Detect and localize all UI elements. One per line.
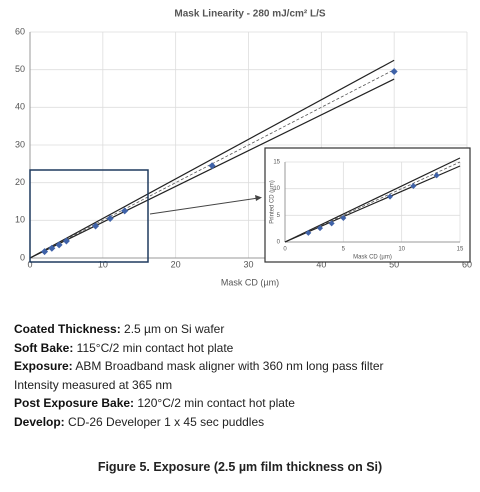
spec-text: 120°C/2 min contact hot plate <box>134 396 295 410</box>
spec-line: Intensity measured at 365 nm <box>14 376 474 395</box>
inset-frame <box>264 147 471 263</box>
x-tick-label: 40 <box>316 259 326 269</box>
reference-line <box>284 165 461 243</box>
y-tick-label: 5 <box>277 213 281 219</box>
data-point <box>317 225 323 232</box>
x-tick-label: 10 <box>98 259 108 269</box>
data-point <box>340 215 347 221</box>
spec-label: Post Exposure Bake: <box>14 396 135 410</box>
reference-line <box>29 59 395 259</box>
data-point <box>48 244 56 252</box>
y-tick-label: 50 <box>15 64 25 74</box>
zoom-box <box>29 169 149 263</box>
y-tick-label: 15 <box>273 160 280 166</box>
data-point <box>208 162 216 170</box>
x-tick-label: 20 <box>171 259 181 269</box>
specs: Coated Thickness: 2.5 µm on Si wafer Soft… <box>14 320 474 431</box>
x-tick-label: 30 <box>243 259 253 269</box>
chart-title: Mask Linearity - 280 mJ/cm² L/S <box>174 9 326 20</box>
y-tick-label: 0 <box>20 252 25 262</box>
x-tick-label: 15 <box>457 247 464 253</box>
y-tick-label: 10 <box>15 215 25 225</box>
spec-text: CD-26 Developer 1 x 45 sec puddles <box>64 414 265 429</box>
zoom-arrow-head <box>255 195 262 201</box>
spec-label: Exposure: <box>14 359 73 373</box>
x-tick-label: 5 <box>342 247 346 253</box>
data-point <box>390 68 398 76</box>
data-point <box>92 222 100 230</box>
x-axis-label: Mask CD (µm) <box>353 255 392 261</box>
spec-line: Post Exposure Bake: 120°C/2 min contact … <box>14 394 474 413</box>
spec-text: 115°C/2 min contact hot plate <box>73 340 234 355</box>
x-axis-label: Mask CD (µm) <box>221 277 279 287</box>
data-point <box>41 248 49 256</box>
y-axis-label: Printed CD (µm) <box>270 180 276 223</box>
data-point <box>433 172 440 179</box>
zoom-arrow <box>149 197 259 215</box>
y-tick-label: 20 <box>15 177 25 187</box>
x-tick-label: 0 <box>27 259 32 269</box>
spec-label: Soft Bake: <box>14 340 74 355</box>
y-tick-label: 0 <box>277 240 281 246</box>
spec-label: Coated Thickness: <box>14 322 121 336</box>
spec-text: 2.5 µm on Si wafer <box>120 322 225 336</box>
data-point <box>387 193 393 200</box>
data-point <box>328 220 335 227</box>
y-tick-label: 10 <box>273 186 280 192</box>
x-tick-label: 60 <box>462 259 472 269</box>
reference-line <box>29 69 395 259</box>
spec-label: Develop: <box>14 414 65 429</box>
caption: Figure 5. Exposure (2.5 µm film thicknes… <box>97 460 383 474</box>
y-tick-label: 30 <box>15 139 25 149</box>
x-tick-label: 0 <box>283 247 287 253</box>
chart: Mask Linearity - 280 mJ/cm² L/S Mask CD … <box>15 9 472 288</box>
y-tick-label: 40 <box>15 102 25 112</box>
data-point <box>305 229 312 236</box>
reference-line <box>284 161 461 243</box>
spec-line: Develop: CD-26 Developer 1 x 45 sec pudd… <box>14 413 474 432</box>
data-point <box>106 214 114 222</box>
reference-line <box>284 157 461 243</box>
spec-line: Coated Thickness: 2.5 µm on Si wafer <box>14 320 474 339</box>
x-tick-label: 50 <box>389 259 399 269</box>
spec-line: Exposure: ABM Broadband mask aligner wit… <box>14 357 474 376</box>
spec-text: Intensity measured at 365 nm <box>14 377 173 392</box>
data-point <box>55 241 63 249</box>
data-point <box>62 237 70 245</box>
spec-line: Soft Bake: 115°C/2 min contact hot plate <box>14 339 474 358</box>
data-point <box>121 207 129 215</box>
data-point <box>410 183 417 189</box>
spec-text: ABM Broadband mask aligner with 360 nm l… <box>72 359 384 373</box>
y-tick-label: 60 <box>15 26 25 36</box>
x-tick-label: 10 <box>398 247 405 253</box>
